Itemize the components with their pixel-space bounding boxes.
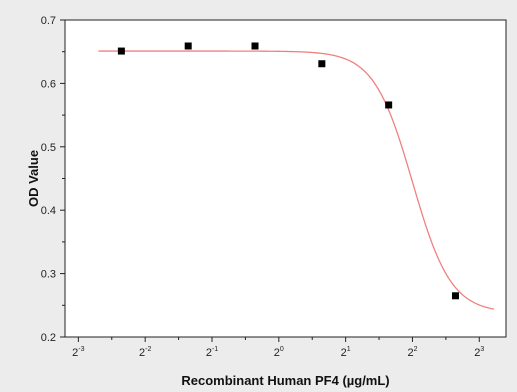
x-tick-label: 20 xyxy=(274,346,284,359)
x-tick-label: 23 xyxy=(474,346,484,359)
y-tick-label: 0.3 xyxy=(41,269,56,281)
fit-curve-line xyxy=(98,50,495,310)
x-tick-label: 22 xyxy=(407,346,417,359)
x-tick-label: 2-2 xyxy=(139,346,151,359)
data-point xyxy=(184,42,192,50)
y-axis-title: OD Value xyxy=(26,150,41,207)
x-tick-label: 2-1 xyxy=(206,346,218,359)
y-tick-label: 0.5 xyxy=(41,142,56,154)
y-tick-label: 0.2 xyxy=(41,332,56,344)
data-points xyxy=(117,42,459,300)
data-point xyxy=(385,101,393,109)
data-point xyxy=(318,60,326,68)
y-tick-label: 0.6 xyxy=(41,78,56,90)
plot-area xyxy=(64,19,507,338)
fit-curve-layer xyxy=(98,50,495,310)
y-tick-label: 0.7 xyxy=(41,15,56,27)
x-axis-title: Recombinant Human PF4 (µg/mL) xyxy=(181,373,389,388)
axis-ticks: 2-3 2-2 2-1 20 21 22 23 0.2 0.3 0.4 0.5 0.6 0.7 xyxy=(41,15,485,359)
data-point xyxy=(451,292,459,300)
x-tick-label: 2-3 xyxy=(72,346,84,359)
y-tick-label: 0.4 xyxy=(41,205,56,217)
data-point xyxy=(117,47,125,55)
data-point xyxy=(251,42,259,50)
x-tick-label: 21 xyxy=(341,346,351,359)
